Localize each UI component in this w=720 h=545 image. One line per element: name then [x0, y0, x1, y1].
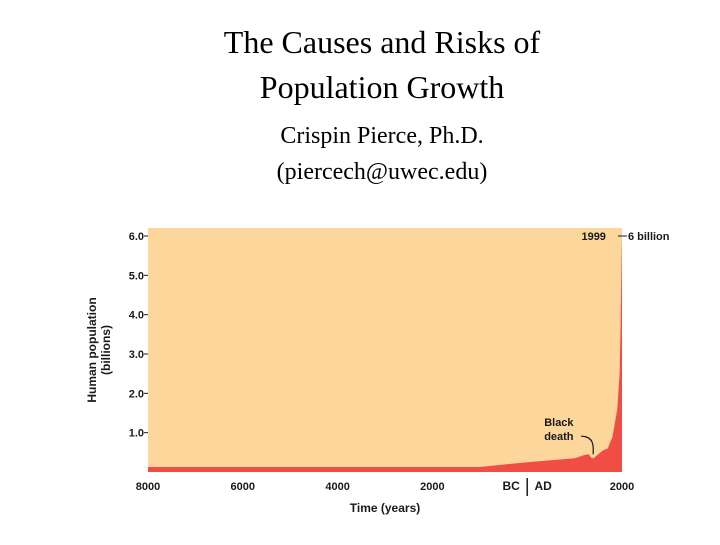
black-death-label-line-1: Black — [544, 417, 574, 429]
x-tick-label: 4000 — [325, 481, 349, 493]
x-tick-label: 6000 — [231, 481, 255, 493]
era-label-bc: BC — [503, 479, 521, 493]
slide-title: The Causes and Risks of Population Growt… — [0, 20, 720, 110]
x-tick-label: 8000 — [136, 481, 160, 493]
y-tick-label: 5.0 — [129, 270, 144, 282]
author-email: (piercech@uwec.edu) — [276, 159, 488, 185]
y-tick-label: 1.0 — [129, 428, 144, 440]
era-label-ad: AD — [535, 479, 553, 493]
population-chart-svg: 1.02.03.04.05.06.0 8000 6000 4000 2000 2000 … — [85, 228, 670, 515]
black-death-label-line-2: death — [544, 431, 574, 443]
y-tick-label: 4.0 — [129, 310, 144, 322]
author-name: Crispin Pierce, Ph.D. — [280, 123, 484, 149]
y-tick-label: 6.0 — [129, 231, 144, 243]
population-chart: 1.0 2.0 3.0 4.0 5.0 6.0 8000 6000 4000 2000 2000 … — [0, 220, 720, 540]
author-block: Crispin Pierce, Ph.D. (piercech@uwec.edu… — [0, 118, 720, 190]
y-axis-ticks: 1.0 2.0 3.0 4.0 5.0 6.0 — [129, 231, 148, 440]
plot-background — [148, 228, 622, 472]
six-billion-label: 6 billion — [628, 231, 670, 243]
y-axis-label-line-2: (billions) — [99, 325, 113, 375]
slide-title-line-2: Population Growth — [259, 69, 505, 105]
y-tick-label: 2.0 — [129, 388, 144, 400]
x-tick-label: 2000 — [610, 481, 634, 493]
x-axis-label: Time (years) — [350, 501, 420, 515]
year-1999-label: 1999 — [581, 231, 605, 243]
black-death-leader-line — [581, 435, 594, 455]
y-tick-label: 3.0 — [129, 349, 144, 361]
x-axis-ticks: 8000 6000 4000 2000 2000 — [136, 481, 634, 493]
slide-title-line-1: The Causes and Risks of — [223, 24, 541, 60]
y-axis-label-line-1: Human population — [85, 297, 99, 402]
x-tick-label: 2000 — [420, 481, 444, 493]
